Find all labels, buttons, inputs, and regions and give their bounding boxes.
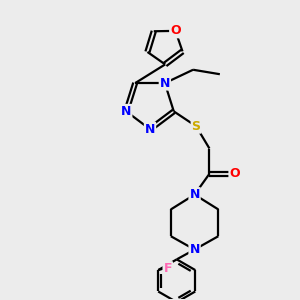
Text: F: F (164, 262, 172, 275)
Text: N: N (189, 243, 200, 256)
Text: N: N (121, 105, 131, 118)
Text: N: N (145, 123, 155, 136)
Text: O: O (230, 167, 240, 180)
Text: N: N (160, 76, 170, 90)
Text: O: O (170, 24, 181, 38)
Text: N: N (189, 188, 200, 201)
Text: S: S (192, 120, 201, 133)
